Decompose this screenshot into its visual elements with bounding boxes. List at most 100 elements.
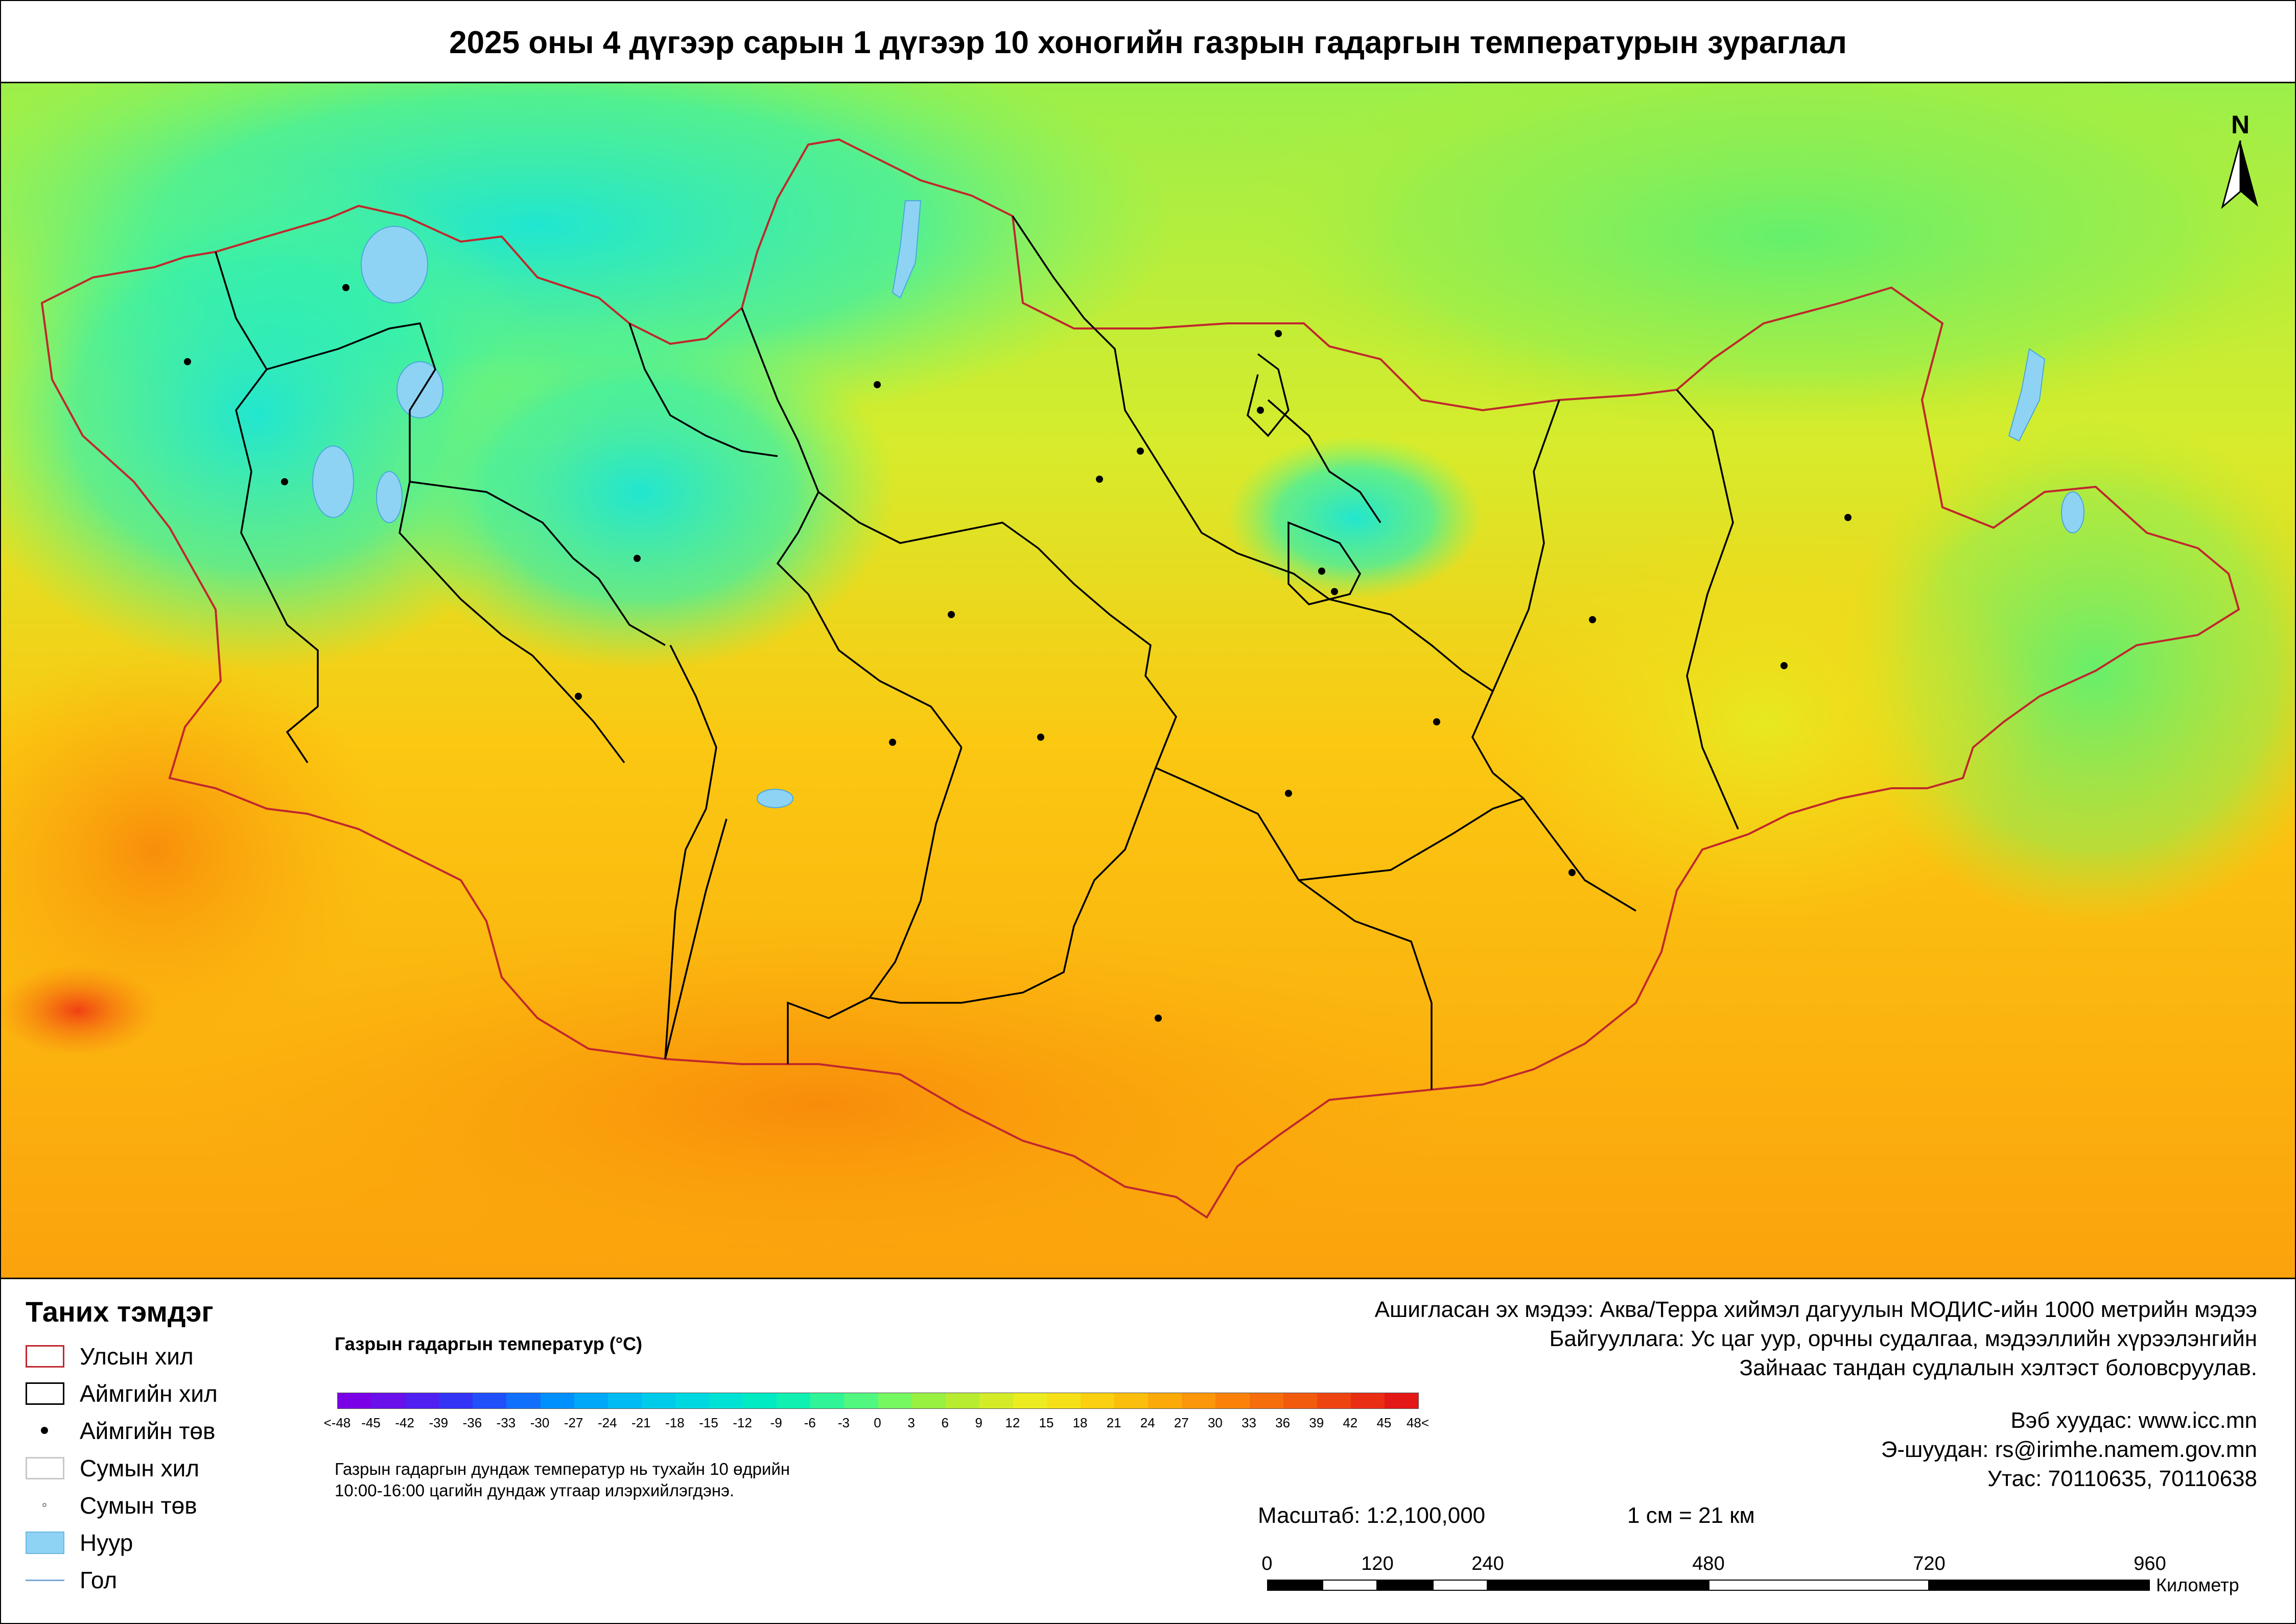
scale-tick: 480 xyxy=(1692,1553,1725,1574)
colorbar-tick-label: -9 xyxy=(770,1415,782,1430)
colorbar-swatch xyxy=(810,1393,845,1408)
province-centers xyxy=(184,284,1852,1022)
colorbar-tick-label: 9 xyxy=(975,1415,983,1430)
colorbar-swatch xyxy=(777,1393,811,1408)
province-center-dot xyxy=(889,739,896,746)
lake-khar xyxy=(376,471,403,523)
cold-zone-khangai xyxy=(384,313,895,671)
temperature-map xyxy=(1,82,2295,1279)
province-center-dot xyxy=(1318,568,1325,575)
colorbar-swatch xyxy=(911,1393,946,1408)
colorbar-swatch xyxy=(1283,1393,1317,1408)
colorbar-tick-label: 42 xyxy=(1343,1415,1358,1430)
state-border-symbol xyxy=(26,1345,64,1368)
colorbar-tick-label: -27 xyxy=(564,1415,583,1430)
province-center-dot xyxy=(281,478,288,485)
scale-tick: 240 xyxy=(1471,1553,1504,1574)
colorbar-swatch xyxy=(1350,1393,1385,1408)
scale-segment xyxy=(1488,1580,1708,1591)
province-center-dot xyxy=(342,284,349,291)
legend-item-province-border: Аймгийн хил xyxy=(26,1375,312,1412)
lake-orog xyxy=(757,789,793,808)
colorbar-tick-label: 48< xyxy=(1406,1415,1430,1430)
colorbar-tick-label: -42 xyxy=(395,1415,414,1430)
map-canvas xyxy=(1,83,2295,1278)
colorbar-title: Газрын гадаргын температур (°C) xyxy=(335,1333,643,1354)
province-center-dot xyxy=(1844,514,1852,521)
colorbar-swatch xyxy=(743,1393,777,1408)
legend-label: Улсын хил xyxy=(80,1343,194,1370)
colorbar-swatch xyxy=(1317,1393,1351,1408)
province-center-dot xyxy=(1275,330,1282,337)
north-label: N xyxy=(2231,110,2250,139)
colorbar-tick-label: -24 xyxy=(597,1415,617,1430)
legend-item-soum-center: Сумын төв xyxy=(26,1487,312,1524)
colorbar-tick-label: 30 xyxy=(1207,1415,1223,1430)
colorbar-tick-label: 3 xyxy=(907,1415,915,1430)
colorbar-swatch xyxy=(641,1393,675,1408)
colorbar-tick-label: 0 xyxy=(874,1415,881,1430)
colorbar-tick-label: 33 xyxy=(1241,1415,1256,1430)
colorbar-swatch xyxy=(371,1393,406,1408)
scale-segment xyxy=(1267,1580,1322,1591)
colorbar-swatch xyxy=(709,1393,743,1408)
province-center-dot xyxy=(1037,734,1044,741)
colorbar-swatch xyxy=(473,1393,507,1408)
scale-tick: 720 xyxy=(1913,1553,1946,1574)
lake-khulun xyxy=(2008,348,2046,442)
legend-label: Гол xyxy=(80,1566,118,1593)
source-line3: Зайнаас тандан судлалын хэлтэст боловсру… xyxy=(1739,1355,2257,1380)
colorbar-tick-label: -18 xyxy=(665,1415,685,1430)
colorbar-swatch xyxy=(1249,1393,1283,1408)
colorbar-tick-label: -30 xyxy=(530,1415,550,1430)
contact-info: Вэб хуудас: www.icc.mn Э-шуудан: rs@irim… xyxy=(1881,1406,2257,1493)
lake-symbol xyxy=(26,1531,64,1554)
colorbar-tick-label: 36 xyxy=(1275,1415,1291,1430)
province-center-dot xyxy=(874,381,881,388)
legend-item-state-border: Улсын хил xyxy=(26,1337,312,1375)
colorbar-swatch xyxy=(1182,1393,1216,1408)
province-center-dot xyxy=(1433,718,1440,725)
colorbar-swatch xyxy=(979,1393,1013,1408)
scale-tick: 120 xyxy=(1361,1553,1394,1574)
source-line2: Байгууллага: Ус цаг уур, орчны судалгаа,… xyxy=(1549,1326,2257,1351)
scale-segment xyxy=(1322,1580,1377,1591)
province-center-dot xyxy=(575,693,582,700)
province-center-dot xyxy=(1568,869,1576,876)
province-center-dot xyxy=(1096,476,1103,483)
scale-unit: Километр xyxy=(2156,1574,2239,1595)
scale-segment xyxy=(1377,1580,1433,1591)
source-info: Ашигласан эх мэдээ: Аква/Терра хиймэл да… xyxy=(1375,1295,2257,1382)
colorbar-swatch xyxy=(1013,1393,1047,1408)
colorbar-tick-label: -45 xyxy=(361,1415,381,1430)
colorbar xyxy=(337,1393,1419,1409)
colorbar-tick-label: -3 xyxy=(837,1415,850,1430)
colorbar-tick-label: 24 xyxy=(1140,1415,1155,1430)
colorbar-swatch xyxy=(540,1393,574,1408)
province-center-dot xyxy=(948,611,955,618)
colorbar-note-line2: 10:00-16:00 цагийн дундаж утгаар илэрхий… xyxy=(335,1481,735,1500)
colorbar-tick-label: -33 xyxy=(496,1415,516,1430)
colorbar-tick-label: 15 xyxy=(1039,1415,1054,1430)
colorbar-labels: <-48 -45 -42 -39 -36 -33 -30 -27 -24 -21 -18 -15 -12… xyxy=(324,1415,1429,1432)
contact-web: Вэб хуудас: www.icc.mn xyxy=(2010,1408,2257,1433)
colorbar-tick-label: 12 xyxy=(1005,1415,1020,1430)
lake-khar-us xyxy=(312,445,354,518)
legend-label: Аймгийн хил xyxy=(80,1380,218,1407)
legend: Таних тэмдэг Улсын хил Аймгийн хил Аймги… xyxy=(26,1295,312,1612)
colorbar-swatch xyxy=(1215,1393,1250,1408)
colorbar-note-line1: Газрын гадаргын дундаж температур нь тух… xyxy=(335,1460,790,1478)
colorbar-swatch xyxy=(1384,1393,1418,1408)
yellow-zone-east xyxy=(1483,517,2045,926)
scale-segment xyxy=(1433,1580,1488,1591)
source-line1: Ашигласан эх мэдээ: Аква/Терра хиймэл да… xyxy=(1374,1297,2257,1322)
scale-tick: 0 xyxy=(1261,1553,1273,1574)
scale-segment xyxy=(1708,1580,1929,1591)
province-center-dot xyxy=(1137,448,1144,455)
soum-center-symbol xyxy=(26,1494,64,1517)
colorbar-tick-label: -6 xyxy=(804,1415,816,1430)
north-arrow-icon xyxy=(2221,140,2258,209)
province-center-dot xyxy=(634,555,641,562)
province-center-dot xyxy=(1285,790,1292,797)
colorbar-swatch xyxy=(945,1393,979,1408)
